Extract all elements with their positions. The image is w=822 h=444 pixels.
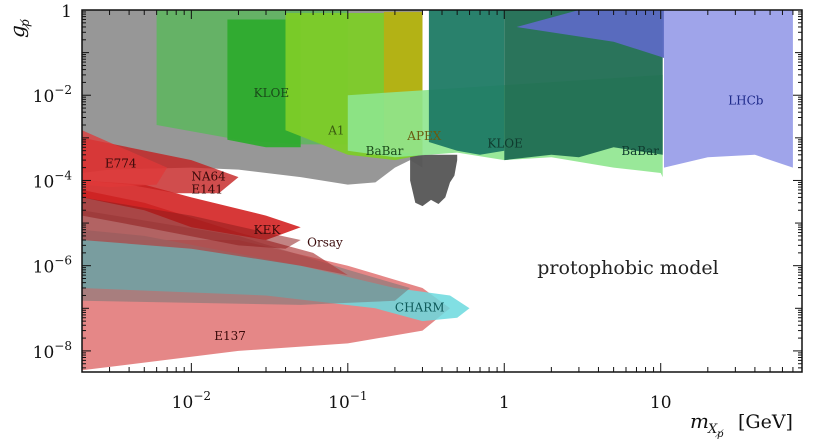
region-label-e774: E774	[105, 157, 137, 171]
y-tick-label: 10−4	[33, 168, 73, 192]
region-label-kloe: KLOE	[487, 136, 523, 150]
y-axis-title-g: g	[5, 25, 29, 38]
region-e141	[82, 180, 301, 240]
region-label-e141: E141	[191, 182, 223, 196]
region-label-a1: A1	[327, 123, 344, 137]
region-label-babar: BaBar	[366, 144, 404, 158]
x-tick-label: 10−2	[172, 389, 211, 413]
x-axis-title-sub: X	[707, 422, 718, 437]
region-label-na64: NA64	[191, 169, 226, 183]
x-axis-title-unit: [GeV]	[738, 411, 793, 433]
region-lhcb-top	[516, 10, 708, 75]
y-tick-label: 10−8	[33, 339, 72, 363]
x-tick-label: 10	[650, 393, 672, 413]
y-axis-title: g p̸	[5, 18, 32, 38]
region-babar-dark	[504, 10, 663, 161]
tick-labels: 10−2 10−1 1 10 1 10−2 10−4 10−6 10−8	[33, 2, 672, 413]
region-label-babar: BaBar	[621, 144, 659, 158]
x-axis-title-m: m	[690, 409, 709, 433]
protophobic-annotation: protophobic model	[537, 257, 718, 279]
y-tick-label: 1	[61, 2, 72, 22]
region-kloe-mid	[227, 19, 301, 148]
x-tick-label: 1	[499, 393, 510, 413]
region-dark-gray-dip	[410, 154, 458, 207]
region-label-apex: APEX	[406, 129, 442, 143]
x-axis-title: m X p̸ [GeV]	[690, 409, 793, 440]
region-kek	[82, 197, 301, 249]
region-kloe-high	[428, 10, 505, 155]
regions-group	[82, 10, 793, 371]
region-label-lhcb: LHCb	[728, 94, 764, 108]
region-lhcb	[664, 10, 793, 168]
y-tick-label: 10−2	[33, 83, 72, 107]
region-label-charm: CHARM	[395, 300, 445, 314]
region-e774	[82, 130, 168, 188]
region-label-orsay: Orsay	[307, 236, 343, 250]
region-label-kloe: KLOE	[254, 86, 290, 100]
x-axis-title-subsub: p̸	[714, 429, 724, 440]
y-axis-title-sub: p̸	[18, 18, 32, 30]
x-tick-label: 10−1	[328, 389, 367, 413]
y-tick-label: 10−6	[33, 254, 72, 278]
region-label-kek: KEK	[254, 223, 282, 237]
region-label-e137: E137	[214, 329, 246, 343]
tick-marks	[81, 9, 803, 372]
